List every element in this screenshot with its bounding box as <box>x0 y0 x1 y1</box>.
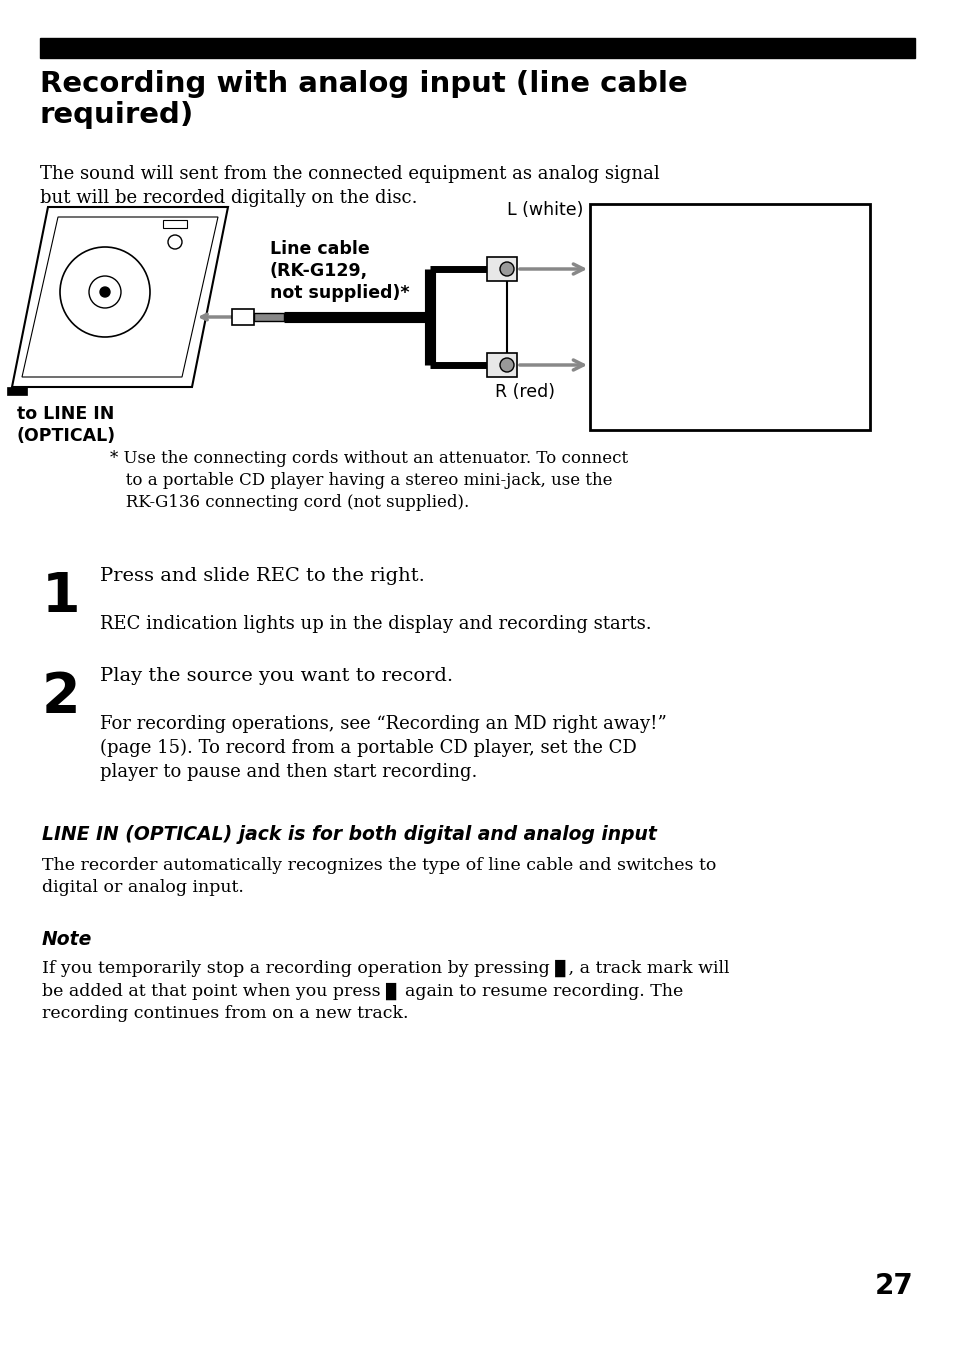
Polygon shape <box>12 207 228 387</box>
Bar <box>40 38 914 58</box>
Text: If you temporarily stop a recording operation by pressing ▊, a track mark will
b: If you temporarily stop a recording oper… <box>42 960 729 1022</box>
Text: to LINE IN
(OPTICAL): to LINE IN (OPTICAL) <box>17 405 116 445</box>
Text: For recording operations, see “Recording an MD right away!”
(page 15). To record: For recording operations, see “Recording… <box>100 716 666 780</box>
Text: CD player,
cassette recorder,
etc.: CD player, cassette recorder, etc. <box>607 276 806 348</box>
Text: Recording with analog input (line cable
required): Recording with analog input (line cable … <box>40 70 687 129</box>
Text: Note: Note <box>42 929 92 950</box>
Text: 2: 2 <box>42 670 81 724</box>
Bar <box>486 352 517 377</box>
Circle shape <box>100 286 110 297</box>
Text: L (white): L (white) <box>506 200 583 219</box>
Circle shape <box>499 358 514 373</box>
Text: 27: 27 <box>874 1272 913 1301</box>
Text: to LINE OUT: to LINE OUT <box>599 410 717 428</box>
Polygon shape <box>22 217 218 377</box>
Bar <box>589 204 869 430</box>
Bar <box>253 313 284 321</box>
Circle shape <box>60 247 150 338</box>
Text: The recorder automatically recognizes the type of line cable and switches to
dig: The recorder automatically recognizes th… <box>42 857 716 896</box>
Text: R (red): R (red) <box>495 383 555 401</box>
Circle shape <box>499 262 514 276</box>
Text: LINE IN (OPTICAL) jack is for both digital and analog input: LINE IN (OPTICAL) jack is for both digit… <box>42 824 657 845</box>
Text: Play the source you want to record.: Play the source you want to record. <box>100 667 453 685</box>
Bar <box>486 257 517 281</box>
Circle shape <box>168 235 182 249</box>
Text: REC indication lights up in the display and recording starts.: REC indication lights up in the display … <box>100 615 651 633</box>
Text: Press and slide REC to the right.: Press and slide REC to the right. <box>100 568 424 585</box>
Bar <box>232 309 253 325</box>
Text: The sound will sent from the connected equipment as analog signal
but will be re: The sound will sent from the connected e… <box>40 165 659 207</box>
Text: 1: 1 <box>42 570 81 624</box>
Circle shape <box>89 276 121 308</box>
Text: Line cable
(RK-G129,
not supplied)*: Line cable (RK-G129, not supplied)* <box>270 239 409 303</box>
Text: * Use the connecting cords without an attenuator. To connect
   to a portable CD: * Use the connecting cords without an at… <box>110 451 627 511</box>
Bar <box>163 221 187 229</box>
Bar <box>7 387 27 395</box>
